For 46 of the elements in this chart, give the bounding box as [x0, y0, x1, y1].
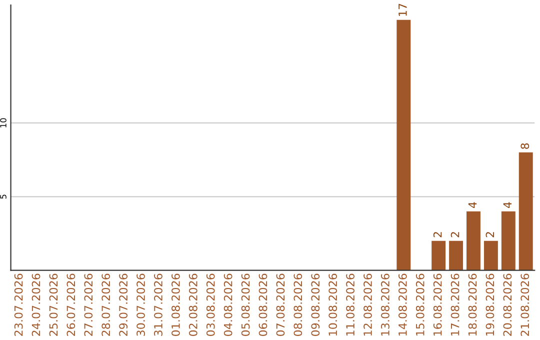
x-tick-label: 10.08.2026 — [328, 274, 338, 336]
x-tick-label: 13.08.2026 — [381, 274, 390, 336]
x-tick-label: 05.08.2026 — [241, 274, 250, 336]
bar — [518, 152, 533, 270]
bar — [449, 240, 464, 270]
bar — [501, 211, 516, 270]
x-tick-label: 30.07.2026 — [136, 274, 145, 336]
x-tick-label: 04.08.2026 — [224, 274, 232, 336]
x-tick-label: 29.07.2026 — [119, 274, 128, 336]
x-tick-label: 21.08.2026 — [520, 274, 530, 336]
x-tick-label: 08.08.2026 — [294, 274, 302, 336]
x-tick-label: 28.07.2026 — [102, 274, 110, 336]
x-tick-label: 11.08.2026 — [346, 274, 354, 336]
data-label: 8 — [520, 143, 530, 149]
y-tick-label: 5 — [0, 194, 6, 199]
y-tick-label: 10 — [0, 118, 6, 128]
x-tick-label: 24.07.2026 — [32, 274, 40, 336]
x-tick-label: 14.08.2026 — [398, 274, 407, 336]
x-tick-label: 16.08.2026 — [433, 274, 442, 336]
bar — [484, 240, 498, 270]
x-tick-label: 03.08.2026 — [206, 274, 215, 336]
data-label: 2 — [486, 232, 494, 238]
bar — [466, 211, 480, 270]
data-label: 4 — [468, 202, 477, 208]
data-label: 2 — [450, 232, 460, 238]
x-tick-label: 26.07.2026 — [66, 274, 76, 336]
bar — [396, 20, 411, 270]
data-label: 4 — [503, 202, 512, 208]
x-tick-label: 18.08.2026 — [468, 274, 477, 336]
x-tick-label: 01.08.2026 — [171, 274, 180, 336]
x-tick-label: 23.07.2026 — [14, 274, 23, 336]
x-tick-label: 12.08.2026 — [364, 274, 372, 336]
data-label: 2 — [433, 232, 442, 238]
bar — [432, 240, 446, 270]
x-tick-label: 20.08.2026 — [503, 274, 512, 336]
x-tick-label: 17.08.2026 — [450, 274, 460, 336]
x-tick-label: 27.07.2026 — [84, 274, 93, 336]
x-tick-label: 02.08.2026 — [188, 274, 198, 336]
x-tick-label: 06.08.2026 — [258, 274, 268, 336]
x-tick-label: 09.08.2026 — [311, 274, 320, 336]
x-tick-label: 15.08.2026 — [416, 274, 424, 336]
x-tick-label: 25.07.2026 — [49, 274, 58, 336]
x-tick-label: 19.08.2026 — [486, 274, 494, 336]
x-tick-label: 07.08.2026 — [276, 274, 285, 336]
data-label: 17 — [398, 4, 407, 16]
x-tick-label: 31.07.2026 — [154, 274, 162, 336]
